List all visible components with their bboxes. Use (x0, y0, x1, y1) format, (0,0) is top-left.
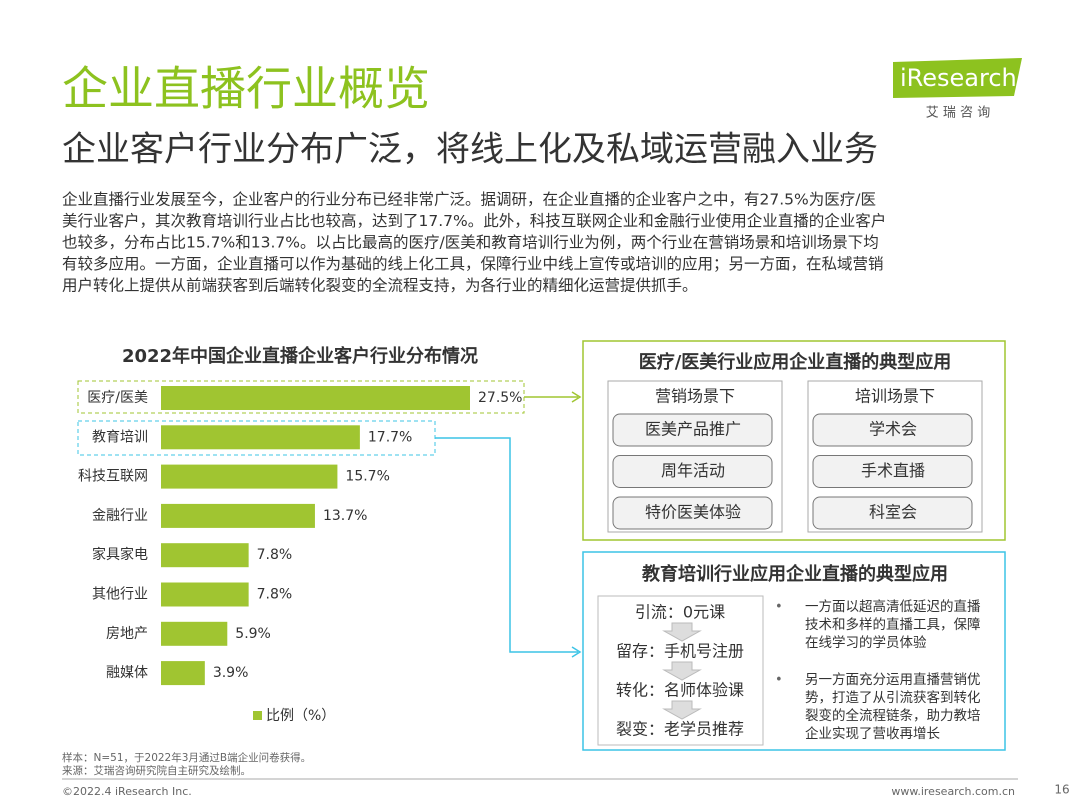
step-label: 留存：手机号注册 (616, 642, 744, 661)
value-label: 15.7% (345, 469, 389, 485)
panel-title: 医疗/医美行业应用企业直播的典型应用 (639, 351, 952, 373)
logo: iResearch (900, 64, 1017, 92)
step-label: 引流：0元课 (635, 603, 725, 622)
body-text: 用户转化上提供从前端获客到后端转化裂变的全流程支持，为各行业的精细化运营提供抓手… (62, 277, 698, 295)
value-label: 13.7% (323, 508, 367, 524)
item-label: 周年活动 (661, 461, 725, 480)
category-label: 其他行业 (92, 587, 148, 603)
bar (161, 464, 338, 489)
group-box (607, 380, 783, 533)
logo-sub: 艾 瑞 咨 询 (926, 106, 990, 121)
item-label: 特价医美体验 (645, 503, 741, 522)
bar (161, 386, 470, 410)
item-label: 手术直播 (861, 461, 925, 480)
step-arrow (662, 622, 702, 642)
value-label: 5.9% (235, 626, 271, 642)
item-box (612, 413, 773, 447)
bullet: • (775, 673, 783, 688)
arrowhead (571, 391, 582, 403)
panel (582, 340, 1006, 541)
item-box (812, 413, 973, 447)
item-box (612, 496, 773, 530)
panel (582, 551, 1006, 751)
item-label: 科室会 (869, 503, 917, 522)
bullet-text: 势，打造了从引流获客到转化 (805, 689, 981, 706)
step-arrow (662, 700, 702, 720)
step-label: 裂变：老学员推荐 (616, 720, 744, 739)
step-label: 转化：名师体验课 (616, 681, 744, 700)
url: www.iresearch.com.cn (891, 785, 1015, 798)
category-label: 金融行业 (92, 508, 148, 524)
category-label: 家具家电 (92, 546, 148, 563)
body-text: 企业直播行业发展至今，企业客户的行业分布已经非常广泛。据调研，在企业直播的企业客… (62, 191, 876, 209)
bar (161, 503, 315, 528)
bullet-text: 裂变的全流程链条，助力教培 (805, 707, 981, 724)
bullet-text: 技术和多样的直播工具，保障 (805, 616, 981, 633)
value-label: 27.5% (478, 390, 522, 406)
bar (161, 582, 249, 607)
panel-title: 教育培训行业应用企业直播的典型应用 (642, 563, 948, 585)
group-title: 营销场景下 (655, 387, 735, 406)
logo-bg (893, 58, 1022, 98)
bar (161, 425, 360, 450)
note: 样本：N=51，于2022年3月通过B端企业问卷获得。 (62, 751, 311, 764)
legend-label: 比例（%） (266, 708, 335, 724)
bullet-text: 企业实现了营收再增长 (805, 725, 940, 742)
bar (161, 543, 249, 568)
bar (161, 621, 228, 646)
page-number: 16 (1054, 783, 1069, 797)
value-label: 7.8% (257, 587, 293, 603)
value-label: 3.9% (213, 665, 249, 681)
value-label: 17.7% (368, 429, 412, 445)
group-title: 培训场景下 (855, 387, 935, 406)
chart-title: 2022年中国企业直播企业客户行业分布情况 (122, 345, 478, 367)
bar (161, 661, 205, 686)
category-label: 教育培训 (92, 429, 148, 445)
item-label: 医美产品推广 (645, 420, 741, 439)
bullet: • (775, 600, 783, 615)
category-label: 科技互联网 (78, 469, 148, 485)
step-arrow (662, 661, 702, 681)
body-text: 有较多应用。一方面，企业直播可以作为基础的线上化工具，保障行业中线上宣传或培训的… (62, 254, 884, 273)
copyright: ©2022.4 iResearch Inc. (62, 785, 192, 798)
category-label: 融媒体 (106, 665, 148, 681)
value-label: 7.8% (257, 547, 293, 563)
note: 来源：艾瑞咨询研究院自主研究及绘制。 (62, 764, 251, 777)
step-box (597, 595, 764, 746)
item-box (812, 496, 973, 530)
body-text: 美行业客户，其次教育培训行业占比也较高，达到了17.7%。此外，科技互联网企业和… (62, 212, 886, 230)
category-label: 医疗/医美 (87, 390, 148, 406)
bullet-text: 另一方面充分运用直播营销优 (805, 672, 981, 688)
bullet-text: 一方面以超高清低延迟的直播 (805, 598, 981, 615)
connector (435, 437, 578, 653)
item-box (812, 455, 973, 488)
category-label: 房地产 (106, 626, 148, 642)
group-box (807, 380, 983, 533)
legend-swatch (253, 711, 262, 720)
subtitle: 企业客户行业分布广泛，将线上化及私域运营融入业务 (62, 130, 878, 170)
bullet-text: 在线学习的学员体验 (805, 635, 927, 651)
item-box (612, 455, 773, 488)
body-text: 也较多，分布占比15.7%和13.7%。以占比最高的医疗/医美和教育培训行业为例… (62, 234, 879, 252)
item-label: 学术会 (869, 420, 917, 439)
arrowhead (571, 646, 582, 658)
title: 企业直播行业概览 (62, 62, 430, 116)
